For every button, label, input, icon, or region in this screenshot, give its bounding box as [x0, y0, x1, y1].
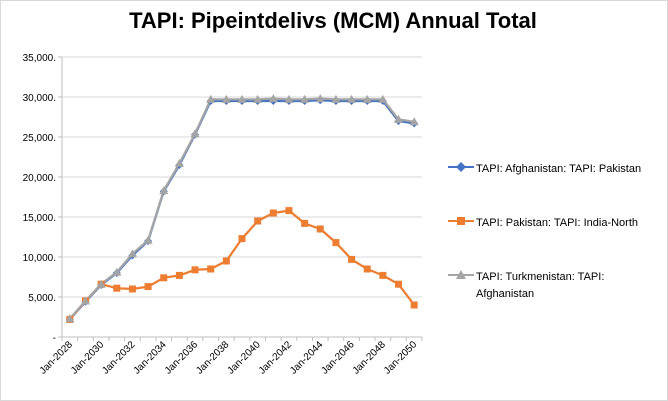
data-point-triangle — [378, 94, 388, 103]
data-point-square — [238, 235, 246, 243]
data-point-square — [301, 219, 309, 227]
data-point-triangle — [362, 94, 372, 103]
x-tick-label: Jan-2028 — [38, 339, 76, 377]
data-point-square — [285, 207, 293, 215]
legend-item-turkmenistan-afghanistan: TAPI: Turkmenistan: TAPI: Afghanistan — [448, 268, 663, 322]
data-point-triangle — [65, 314, 75, 323]
data-point-square — [410, 301, 418, 309]
legend-label: TAPI: Turkmenistan: TAPI: Afghanistan — [476, 271, 605, 300]
data-point-triangle — [268, 94, 278, 103]
data-point-square — [379, 271, 387, 279]
legend-swatch-triangle-gray — [448, 270, 474, 279]
data-point-triangle — [253, 94, 263, 103]
y-tick-labels: - 5,000. 10,000. 15,000. 20,000. 25,000. 30,00… — [23, 53, 56, 344]
legend-label: TAPI: Pakistan: TAPI: India-North — [476, 217, 639, 229]
y-tick-label: 20,000. — [23, 173, 56, 184]
y-tick-label: 30,000. — [23, 93, 56, 104]
data-point-square — [363, 265, 371, 273]
x-tick-label: Jan-2034 — [132, 339, 170, 377]
data-point-triangle — [394, 114, 404, 123]
data-point-triangle — [143, 235, 153, 244]
data-point-triangle — [80, 296, 90, 305]
y-tick-label: 5,000. — [28, 293, 56, 304]
y-tick-label: 35,000. — [23, 53, 56, 64]
data-point-triangle — [206, 94, 216, 103]
gridlines — [62, 56, 422, 298]
x-tick-label: Jan-2044 — [288, 339, 326, 377]
data-point-square — [222, 257, 230, 265]
y-tick-label: - — [53, 333, 56, 344]
data-point-triangle — [174, 158, 184, 167]
series-lines — [68, 97, 416, 321]
x-tick-label: Jan-2030 — [69, 339, 107, 377]
x-tick-label: Jan-2038 — [194, 339, 232, 377]
legend-swatch-square-orange — [448, 217, 474, 225]
data-point-square — [191, 266, 199, 274]
x-tick-label: Jan-2050 — [382, 339, 420, 377]
data-point-triangle — [190, 129, 200, 138]
x-tick-labels: Jan-2028Jan-2030Jan-2032Jan-2034Jan-2036… — [38, 339, 420, 377]
data-point-square — [254, 217, 262, 225]
data-point-triangle — [127, 249, 137, 258]
x-tick-label: Jan-2048 — [351, 339, 389, 377]
legend-label: TAPI: Afghanistan: TAPI: Pakistan — [476, 163, 642, 175]
chart-title: TAPI: Pipeintdelivs (MCM) Annual Total — [129, 8, 537, 33]
legend: TAPI: Afghanistan: TAPI: Pakistan TAPI: … — [448, 160, 663, 322]
data-point-triangle — [159, 186, 169, 195]
data-point-triangle — [300, 94, 310, 103]
axes — [58, 56, 423, 341]
data-point-square — [348, 255, 356, 263]
y-tick-label: 10,000. — [23, 253, 56, 264]
data-point-square — [332, 239, 340, 247]
data-point-triangle — [237, 94, 247, 103]
data-point-triangle — [315, 94, 325, 103]
data-point-square — [175, 271, 183, 279]
data-point-square — [395, 280, 403, 288]
legend-item-afghanistan-pakistan: TAPI: Afghanistan: TAPI: Pakistan — [448, 160, 663, 214]
data-point-square — [160, 274, 168, 282]
x-tick-label: Jan-2042 — [257, 339, 295, 377]
data-point-square — [128, 285, 136, 293]
data-point-triangle — [331, 94, 341, 103]
series-line-2 — [68, 97, 415, 320]
data-point-square — [316, 225, 324, 233]
data-point-triangle — [347, 94, 357, 103]
data-point-triangle — [112, 267, 122, 276]
x-tick-label: Jan-2036 — [163, 339, 201, 377]
legend-item-pakistan-india-north: TAPI: Pakistan: TAPI: India-North — [448, 214, 663, 268]
x-tick-label: Jan-2040 — [226, 339, 264, 377]
data-point-triangle — [284, 94, 294, 103]
series-markers — [65, 94, 419, 324]
data-point-square — [113, 284, 121, 292]
legend-swatch-diamond-blue — [448, 162, 474, 172]
y-tick-label: 25,000. — [23, 133, 56, 144]
series-line-0 — [68, 99, 415, 321]
data-point-square — [207, 265, 215, 273]
data-point-square — [144, 283, 152, 291]
data-point-triangle — [96, 279, 106, 288]
data-point-triangle — [221, 94, 231, 103]
y-tick-label: 15,000. — [23, 213, 56, 224]
x-tick-label: Jan-2046 — [319, 339, 357, 377]
x-tick-label: Jan-2032 — [100, 339, 138, 377]
data-point-triangle — [409, 117, 419, 126]
data-point-square — [269, 209, 277, 217]
